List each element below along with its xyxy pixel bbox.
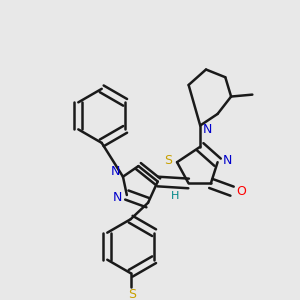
Text: N: N — [111, 165, 120, 178]
Text: N: N — [203, 123, 213, 136]
Text: H: H — [171, 191, 179, 201]
Text: N: N — [223, 154, 232, 167]
Text: O: O — [236, 185, 246, 198]
Text: S: S — [128, 288, 136, 300]
Text: N: N — [112, 191, 122, 204]
Text: S: S — [164, 154, 172, 167]
